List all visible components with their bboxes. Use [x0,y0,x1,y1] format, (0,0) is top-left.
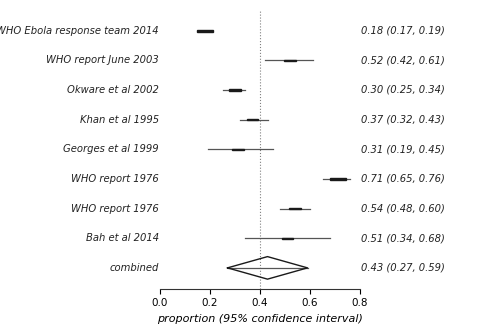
Bar [289,208,301,209]
Text: 0.51 (0.34, 0.68): 0.51 (0.34, 0.68) [361,233,445,243]
Text: 0.37 (0.32, 0.43): 0.37 (0.32, 0.43) [361,114,445,125]
Text: 0.54 (0.48, 0.60): 0.54 (0.48, 0.60) [361,204,445,214]
X-axis label: proportion (95% confidence interval): proportion (95% confidence interval) [157,314,363,324]
Bar [232,149,243,150]
Text: 0.31 (0.19, 0.45): 0.31 (0.19, 0.45) [361,144,445,154]
Text: WHO Ebola response team 2014: WHO Ebola response team 2014 [0,26,159,36]
Bar [248,119,258,120]
Text: Khan et al 1995: Khan et al 1995 [80,114,159,125]
Bar [229,89,241,91]
Text: Okware et al 2002: Okware et al 2002 [67,85,159,95]
Bar [330,178,345,180]
Text: combined: combined [110,263,159,273]
Bar [284,60,296,61]
Text: 0.71 (0.65, 0.76): 0.71 (0.65, 0.76) [361,174,445,184]
Text: Georges et al 1999: Georges et al 1999 [63,144,159,154]
Text: WHO report 1976: WHO report 1976 [71,204,159,214]
Text: 0.18 (0.17, 0.19): 0.18 (0.17, 0.19) [361,26,445,36]
Text: Bah et al 2014: Bah et al 2014 [86,233,159,243]
Text: 0.43 (0.27, 0.59): 0.43 (0.27, 0.59) [361,263,445,273]
Text: 0.52 (0.42, 0.61): 0.52 (0.42, 0.61) [361,55,445,65]
Bar [282,237,292,239]
Text: WHO report June 2003: WHO report June 2003 [46,55,159,65]
Text: WHO report 1976: WHO report 1976 [71,174,159,184]
Bar [197,30,213,31]
Text: 0.30 (0.25, 0.34): 0.30 (0.25, 0.34) [361,85,445,95]
